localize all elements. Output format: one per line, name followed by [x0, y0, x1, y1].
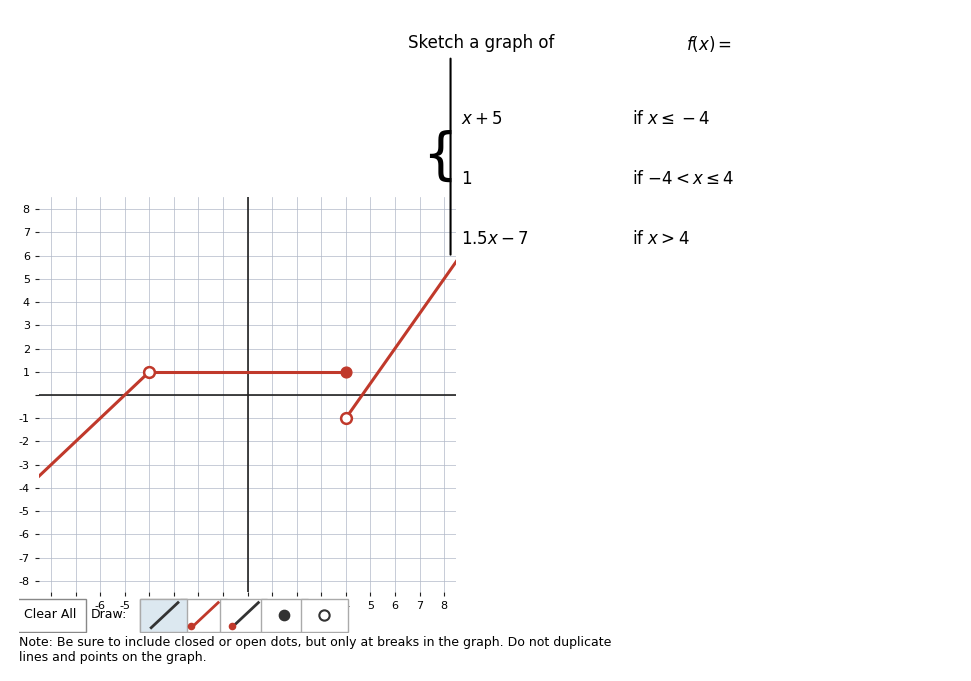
Point [338, 413, 353, 424]
FancyBboxPatch shape [220, 599, 267, 632]
Point [142, 366, 157, 377]
Point [338, 366, 353, 377]
Text: $1.5x - 7$: $1.5x - 7$ [461, 230, 529, 248]
Text: Sketch a graph of: Sketch a graph of [408, 34, 559, 52]
Text: {: { [422, 129, 457, 184]
FancyBboxPatch shape [15, 599, 86, 632]
Text: Clear All: Clear All [24, 608, 77, 621]
FancyBboxPatch shape [140, 599, 186, 632]
Text: if $x \leq -4$: if $x \leq -4$ [632, 110, 710, 128]
Text: $f(x) =$: $f(x) =$ [686, 34, 731, 54]
Text: if $x > 4$: if $x > 4$ [632, 230, 689, 248]
FancyBboxPatch shape [181, 599, 227, 632]
FancyBboxPatch shape [260, 599, 308, 632]
FancyBboxPatch shape [140, 599, 186, 632]
Point [142, 366, 157, 377]
Text: $1$: $1$ [461, 170, 472, 188]
Point [277, 609, 292, 620]
Text: if $-4 < x \leq 4$: if $-4 < x \leq 4$ [632, 170, 735, 188]
Text: Note: Be sure to include closed or open dots, but only at breaks in the graph. D: Note: Be sure to include closed or open … [19, 636, 612, 664]
Point [223, 620, 240, 631]
Text: $x + 5$: $x + 5$ [461, 110, 503, 128]
Point [317, 609, 332, 620]
Text: Draw:: Draw: [90, 608, 127, 621]
Point [184, 620, 199, 631]
FancyBboxPatch shape [301, 599, 348, 632]
